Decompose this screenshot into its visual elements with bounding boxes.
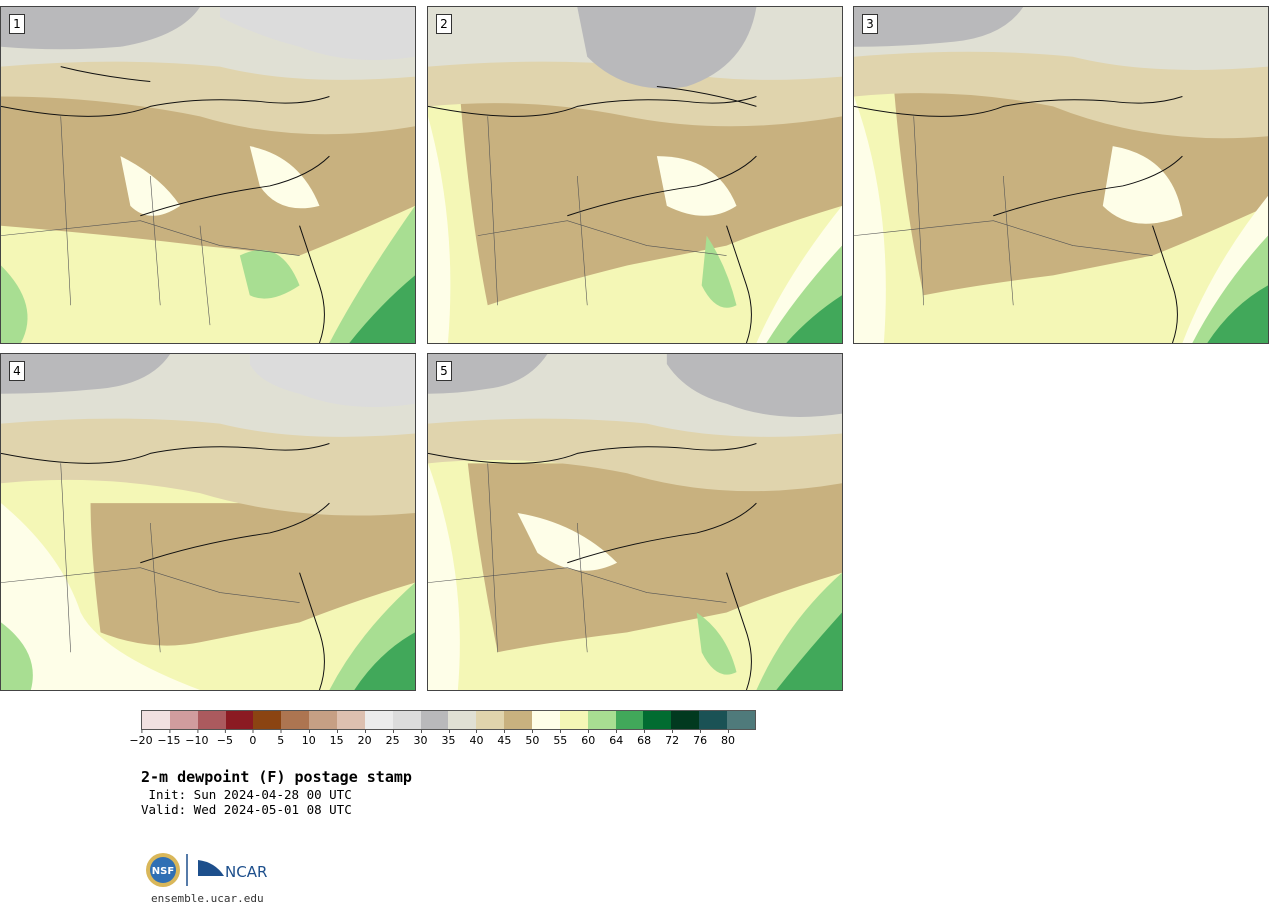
colorbar-tick-label: 50 (525, 729, 539, 747)
colorbar-tick-label: 55 (553, 729, 567, 747)
panel-number-label: 2 (436, 14, 452, 34)
map-panel-2: 2 (427, 6, 843, 344)
dewpoint-map (854, 7, 1268, 343)
colorbar (141, 710, 756, 730)
colorbar-tick-label: 76 (693, 729, 707, 747)
colorbar-tick-label: 20 (358, 729, 372, 747)
colorbar-swatch (532, 711, 560, 729)
dewpoint-map (428, 354, 842, 690)
colorbar-swatch (559, 711, 588, 729)
ncar-logo-text: NCAR (225, 863, 267, 881)
valid-time: Valid: Wed 2024-05-01 08 UTC (141, 802, 352, 817)
colorbar-swatch (253, 711, 282, 729)
panel-number-label: 1 (9, 14, 25, 34)
colorbar-swatch (225, 711, 254, 729)
colorbar-tick-label: 45 (497, 729, 511, 747)
colorbar-tick-label: −5 (217, 729, 233, 747)
colorbar-swatch (169, 711, 198, 729)
colorbar-swatch (309, 711, 338, 729)
dewpoint-map (428, 7, 842, 343)
colorbar-tick-label: 40 (469, 729, 483, 747)
colorbar-tick-label: 15 (330, 729, 344, 747)
colorbar-tick-label: 60 (581, 729, 595, 747)
colorbar-swatch (197, 711, 226, 729)
colorbar-swatch (671, 711, 700, 729)
ncar-logo-icon: NCAR (198, 860, 267, 881)
nsf-logo-text: NSF (152, 866, 174, 877)
dewpoint-map (1, 354, 415, 690)
nsf-logo-icon: NSF (146, 853, 180, 887)
init-time: Init: Sun 2024-04-28 00 UTC (141, 787, 352, 802)
colorbar-tick-label: 80 (721, 729, 735, 747)
colorbar-swatch (337, 711, 365, 729)
colorbar-swatch (615, 711, 644, 729)
colorbar-tick-label: 25 (386, 729, 400, 747)
colorbar-ticks: −20 −15 −10 −5 0 5 10 15 20 25 30 35 40 45 50 55 60 64 68 7… (129, 729, 756, 750)
panel-number-label: 3 (862, 14, 878, 34)
colorbar-tick-label: −15 (157, 729, 181, 747)
colorbar-tick-label: 72 (665, 729, 679, 747)
colorbar-swatch (392, 711, 421, 729)
colorbar-swatch (643, 711, 672, 729)
colorbar-swatch (699, 711, 728, 729)
map-panel-4: 4 (0, 353, 416, 691)
colorbar-swatch (281, 711, 310, 729)
map-panel-5: 5 (427, 353, 843, 691)
colorbar-swatch (587, 711, 616, 729)
colorbar-tick-label: 68 (637, 729, 651, 747)
nsf-ncar-logo: NSF NCAR (146, 853, 267, 887)
colorbar-tick-label: 64 (609, 729, 623, 747)
colorbar-tick-label: 30 (414, 729, 428, 747)
chart-title: 2-m dewpoint (F) postage stamp (141, 768, 412, 786)
colorbar-tick-label: 35 (442, 729, 456, 747)
colorbar-swatch (142, 711, 170, 729)
site-url: ensemble.ucar.edu (151, 892, 264, 905)
colorbar-tick-label: 0 (249, 729, 256, 747)
colorbar-swatch (476, 711, 505, 729)
dewpoint-map (1, 7, 415, 343)
colorbar-swatch (448, 711, 477, 729)
colorbar-swatch (364, 711, 393, 729)
colorbar-tick-label: −20 (129, 729, 153, 747)
colorbar-tick-label: 10 (302, 729, 316, 747)
panel-number-label: 5 (436, 361, 452, 381)
colorbar-tick-label: 5 (277, 729, 284, 747)
panel-number-label: 4 (9, 361, 25, 381)
colorbar-swatch (727, 711, 755, 729)
map-panel-3: 3 (853, 6, 1269, 344)
map-panel-1: 1 (0, 6, 416, 344)
colorbar-swatch (504, 711, 533, 729)
colorbar-tick-label: −10 (185, 729, 209, 747)
colorbar-swatch (420, 711, 449, 729)
